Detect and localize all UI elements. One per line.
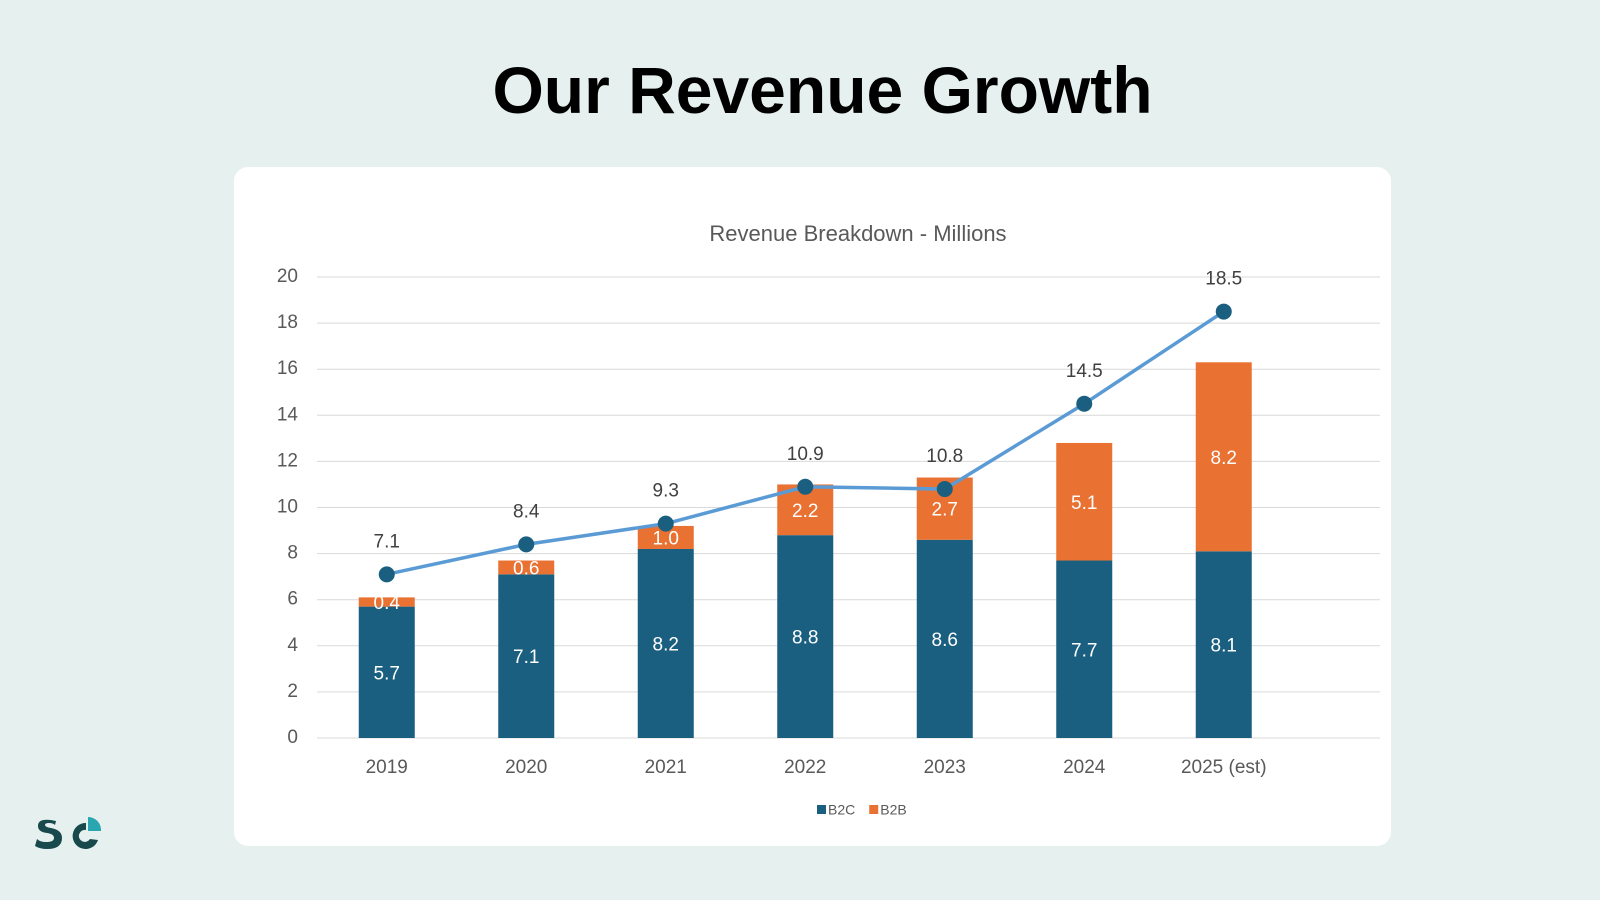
bar-segment	[358, 606, 415, 738]
bar-segment	[358, 597, 415, 607]
data-label: 1.0	[653, 528, 679, 549]
legend-swatch	[869, 805, 879, 814]
y-tick-label: 0	[287, 727, 298, 748]
y-tick-label: 18	[277, 312, 298, 333]
data-label: 5.7	[374, 663, 400, 684]
legend-swatch	[817, 805, 826, 814]
line-marker	[1215, 303, 1232, 320]
data-label: 8.8	[792, 628, 818, 649]
legend-label: B2B	[880, 802, 906, 818]
y-tick-label: 16	[277, 358, 298, 379]
line-label: 7.1	[374, 531, 400, 552]
line-marker	[797, 478, 814, 495]
data-label: 8.2	[1211, 448, 1237, 469]
bar-segment	[916, 539, 973, 738]
line-marker	[1076, 395, 1093, 412]
bar-segment	[777, 535, 834, 738]
y-tick-label: 12	[277, 450, 298, 471]
data-label: 0.4	[374, 593, 401, 614]
line-label: 18.5	[1205, 269, 1242, 290]
line-marker	[657, 515, 674, 532]
data-label: 2.7	[932, 500, 958, 521]
logo	[35, 816, 102, 849]
data-label: 2.2	[792, 501, 818, 522]
y-tick-label: 10	[277, 497, 298, 518]
data-label: 5.1	[1071, 493, 1097, 514]
data-label: 0.6	[513, 558, 539, 579]
bar-segment	[637, 525, 694, 549]
x-tick-label: 2021	[645, 757, 687, 778]
bar-segment	[1195, 551, 1252, 738]
line-label: 14.5	[1066, 361, 1103, 382]
bar-segment	[1195, 362, 1252, 552]
x-tick-label: 2024	[1063, 757, 1106, 778]
line-label: 10.8	[926, 446, 963, 467]
slide-title: Our Revenue Growth	[492, 53, 1153, 127]
bar-segment	[1056, 560, 1113, 738]
y-tick-label: 14	[277, 404, 299, 425]
bar-segment	[498, 574, 555, 738]
line-label: 9.3	[653, 481, 679, 502]
chart-title: Revenue Breakdown - Millions	[709, 221, 1006, 246]
line-label: 10.9	[787, 444, 824, 465]
x-tick-label: 2025 (est)	[1181, 757, 1267, 778]
data-label: 8.1	[1211, 636, 1237, 657]
x-tick-label: 2022	[784, 757, 826, 778]
bar-segment	[637, 548, 694, 738]
y-tick-label: 8	[287, 543, 298, 564]
data-label: 8.2	[653, 635, 679, 656]
data-label: 8.6	[932, 630, 958, 651]
line-label: 8.4	[513, 501, 540, 522]
line-marker	[936, 481, 953, 498]
x-tick-label: 2020	[505, 757, 547, 778]
y-tick-label: 6	[287, 589, 298, 610]
data-label: 7.7	[1071, 640, 1097, 661]
data-label: 7.1	[513, 647, 539, 668]
y-tick-label: 2	[287, 681, 298, 702]
line-marker	[378, 566, 395, 583]
line-marker	[518, 536, 535, 553]
legend-label: B2C	[828, 802, 855, 818]
y-tick-label: 4	[287, 635, 298, 656]
x-tick-label: 2023	[924, 757, 966, 778]
bar-segment	[1056, 442, 1113, 561]
y-tick-label: 20	[277, 266, 298, 287]
bar-segment	[498, 560, 555, 575]
x-tick-label: 2019	[366, 757, 408, 778]
